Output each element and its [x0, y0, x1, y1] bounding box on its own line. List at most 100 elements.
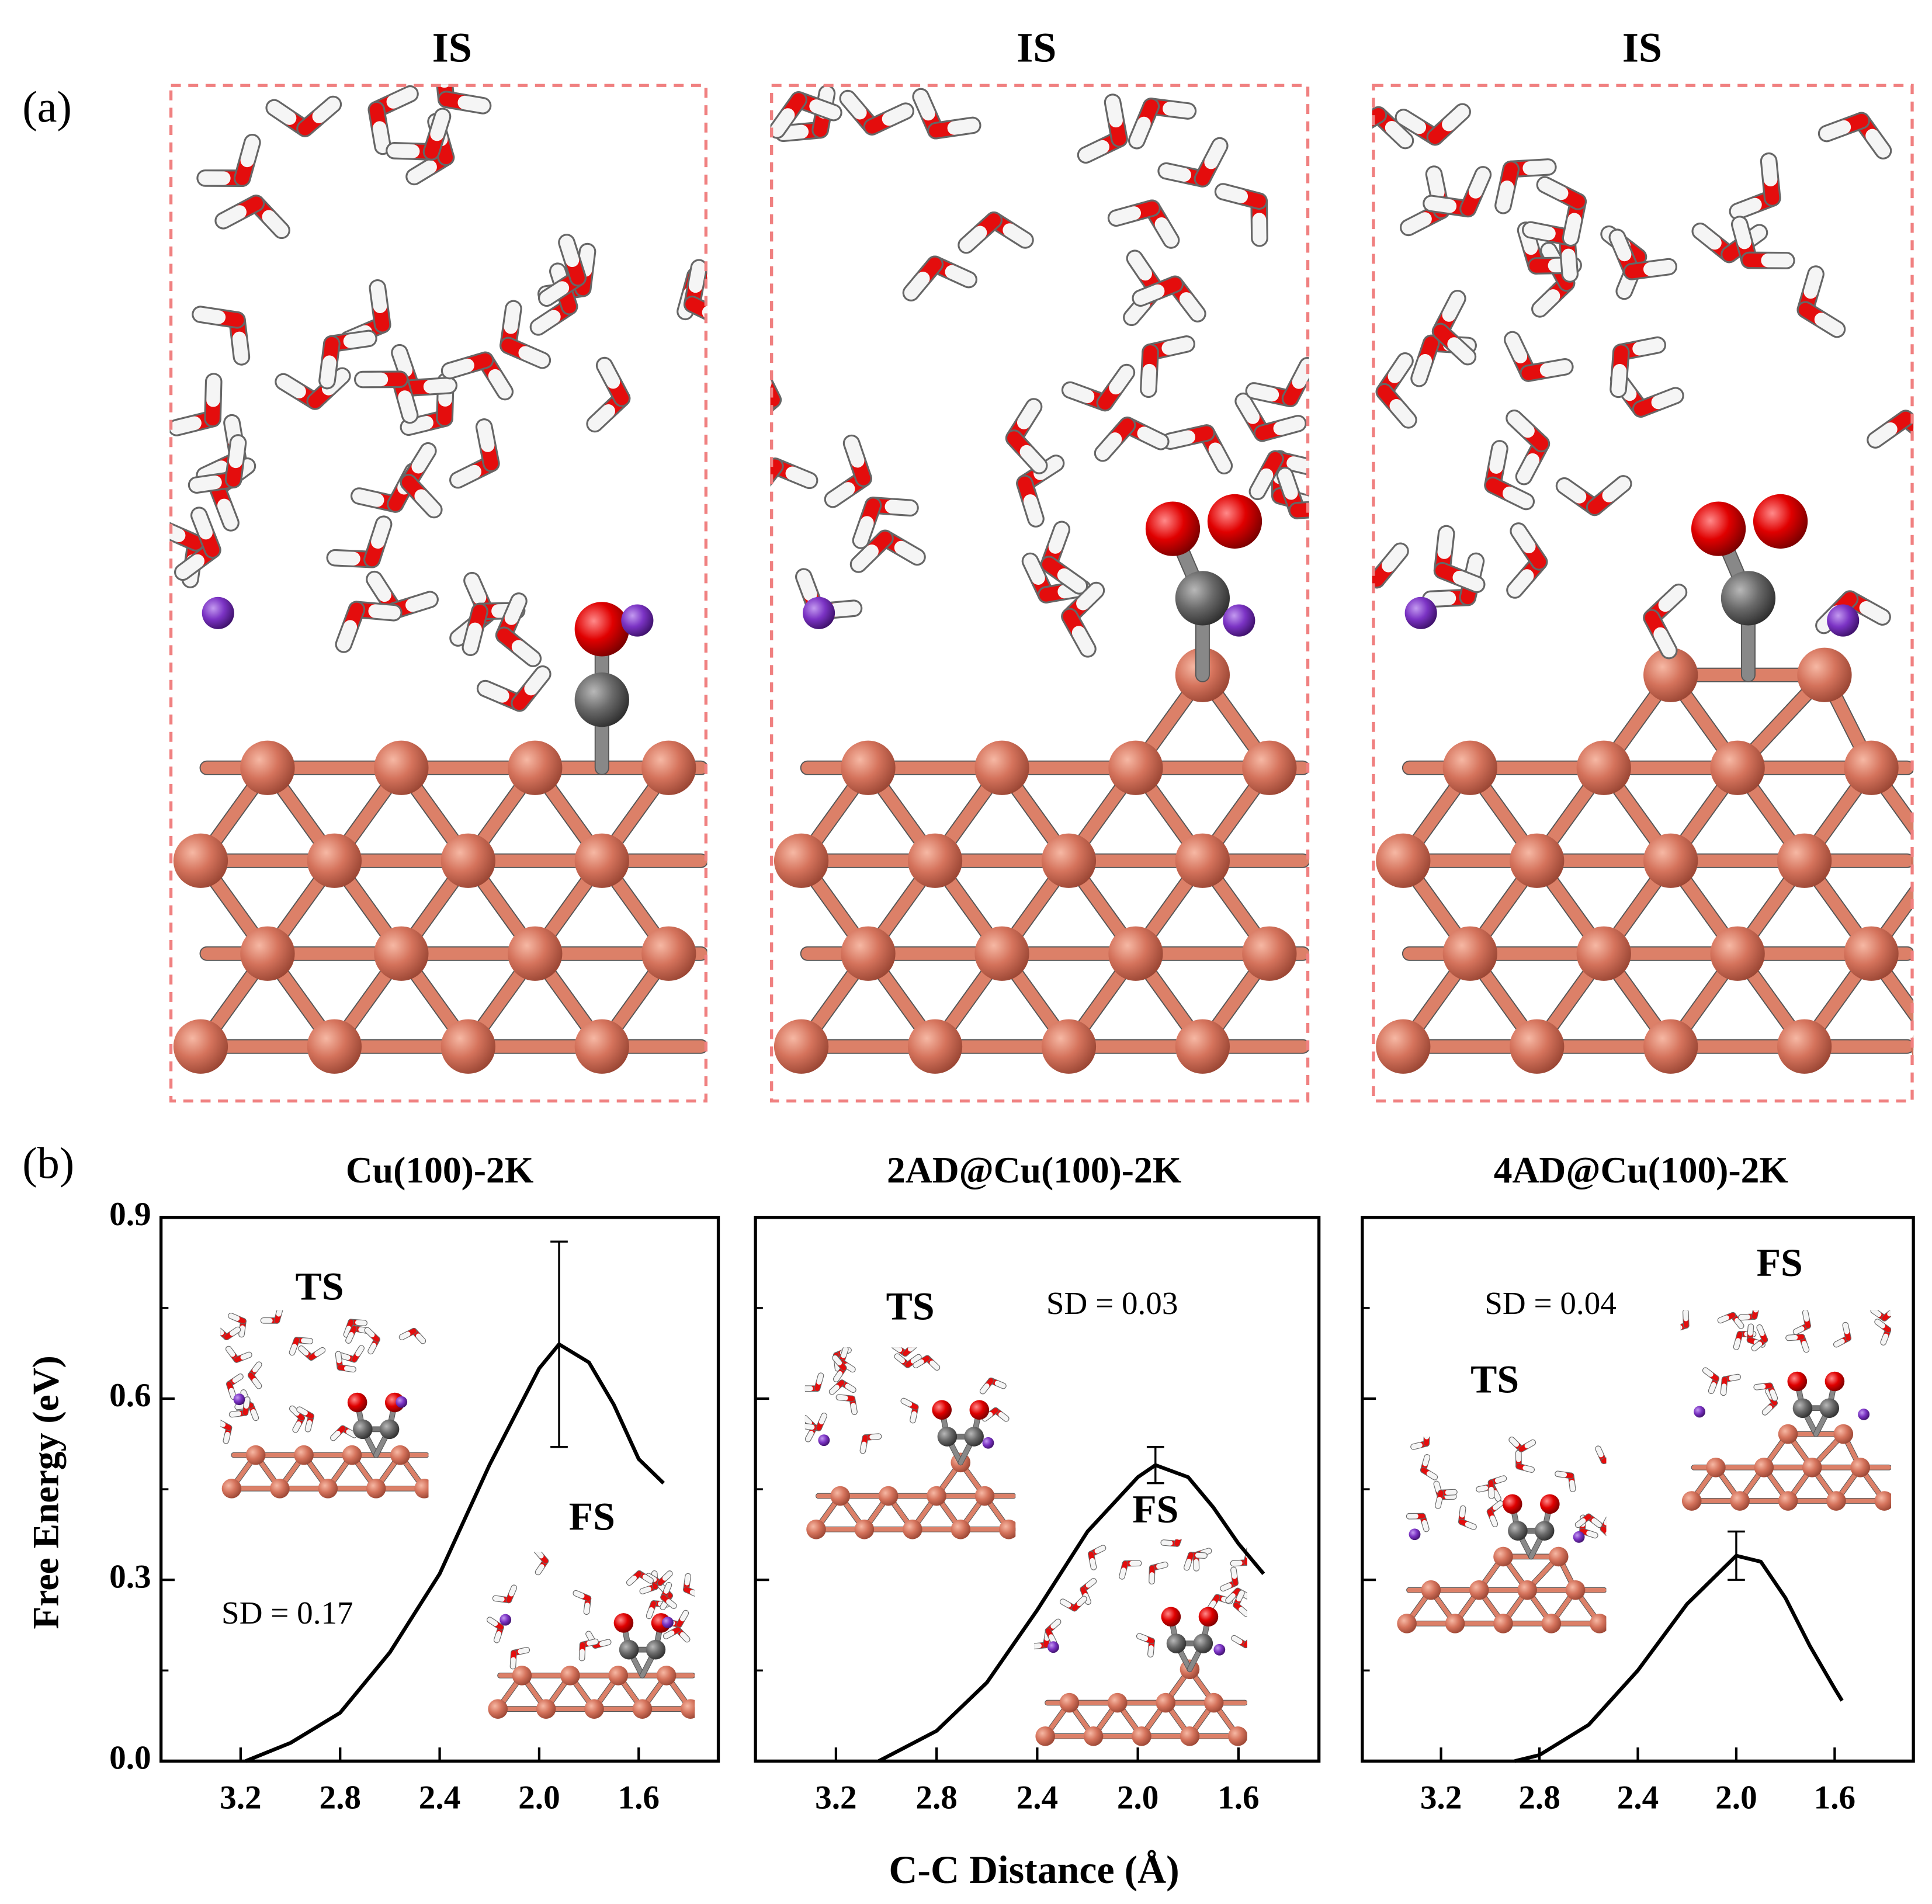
atom: [1792, 1398, 1813, 1419]
atom: [245, 1445, 266, 1465]
bond: [423, 379, 456, 394]
atom: [1576, 926, 1631, 981]
bond: [785, 466, 817, 487]
atom: [1145, 501, 1201, 556]
bond: [1730, 197, 1762, 219]
atom: [818, 1434, 830, 1447]
atom: [1376, 1019, 1431, 1074]
atom: [1802, 1458, 1822, 1478]
bond: [216, 205, 247, 228]
x-tick-label: 3.2: [815, 1779, 857, 1816]
bond: [217, 498, 238, 530]
atom: [1643, 833, 1698, 888]
atom: [307, 1019, 362, 1074]
bond: [518, 346, 549, 367]
atom: [1681, 1491, 1702, 1511]
bond: [1569, 1480, 1576, 1492]
bond: [1423, 1455, 1430, 1466]
x-tick-label: 2.8: [319, 1779, 361, 1816]
atom: [512, 1666, 532, 1685]
x-tick-label: 1.6: [1218, 1779, 1260, 1816]
atom: [574, 672, 629, 727]
x-tick-label: 3.2: [220, 1779, 262, 1816]
bond: [894, 540, 924, 564]
bond: [910, 1354, 921, 1364]
bond: [1434, 1481, 1441, 1493]
bond: [1762, 1405, 1773, 1415]
structure: [1372, 103, 1914, 1074]
y-axis-label: Free Energy (eV): [25, 1355, 66, 1629]
annotation: SD = 0.04: [1484, 1285, 1617, 1321]
atom: [656, 1666, 677, 1685]
bond: [1452, 570, 1484, 591]
bond: [1476, 1485, 1489, 1492]
bond: [339, 1353, 351, 1360]
structure: [1034, 1539, 1247, 1746]
bond: [346, 1331, 354, 1343]
bond: [892, 1347, 903, 1352]
bond: [1412, 354, 1432, 386]
atom: [240, 926, 295, 981]
bond: [586, 1631, 595, 1642]
bond: [1292, 359, 1309, 389]
bond: [535, 1552, 544, 1559]
bond: [1109, 206, 1141, 225]
bond: [1273, 417, 1305, 435]
bond: [1226, 1593, 1236, 1603]
bond: [1385, 120, 1413, 148]
bond: [818, 1413, 827, 1425]
bond: [1517, 453, 1540, 484]
atom: [173, 833, 228, 888]
bond: [982, 1411, 993, 1421]
bond: [451, 464, 481, 487]
bond: [276, 374, 306, 398]
atom: [1376, 833, 1431, 888]
bond: [833, 1355, 842, 1366]
bond: [1094, 1545, 1106, 1553]
bond: [1208, 442, 1231, 473]
bond: [1076, 583, 1104, 611]
atom: [1223, 604, 1255, 637]
bond: [1163, 430, 1195, 448]
atom: [774, 1019, 829, 1074]
bond: [488, 369, 512, 399]
atom: [1787, 1371, 1808, 1392]
bond: [816, 1373, 824, 1385]
bond: [289, 1344, 297, 1355]
bond: [828, 601, 861, 617]
atom: [1198, 1607, 1219, 1627]
atom: [1826, 1491, 1846, 1511]
atom: [307, 833, 362, 888]
atom: [1207, 494, 1262, 549]
atom: [508, 926, 563, 981]
atom: [1035, 1726, 1055, 1746]
atom: [907, 1019, 963, 1074]
atom: [1469, 1580, 1489, 1600]
atom: [1833, 1424, 1854, 1444]
atom: [662, 1617, 674, 1629]
bond: [1468, 168, 1490, 199]
bond: [1562, 248, 1577, 281]
bond: [1508, 569, 1534, 597]
atom: [1156, 1693, 1176, 1713]
bond: [904, 272, 930, 300]
bond: [314, 1347, 325, 1357]
bond: [1751, 1341, 1763, 1351]
bond: [1236, 1590, 1244, 1602]
bond: [560, 235, 580, 268]
bond: [908, 1347, 917, 1352]
atom: [1534, 1521, 1555, 1541]
atom: [508, 740, 563, 795]
bond: [1247, 384, 1279, 402]
bond: [1786, 1335, 1798, 1341]
bond: [1522, 1465, 1534, 1472]
atom: [613, 1613, 634, 1633]
atom: [1730, 1491, 1750, 1511]
bond: [276, 1310, 283, 1317]
annotation: TS: [295, 1264, 344, 1308]
atom: [1502, 1494, 1522, 1514]
atom: [1797, 647, 1852, 702]
bond: [477, 420, 495, 452]
atom: [1193, 1634, 1213, 1653]
bond: [1174, 1539, 1181, 1546]
